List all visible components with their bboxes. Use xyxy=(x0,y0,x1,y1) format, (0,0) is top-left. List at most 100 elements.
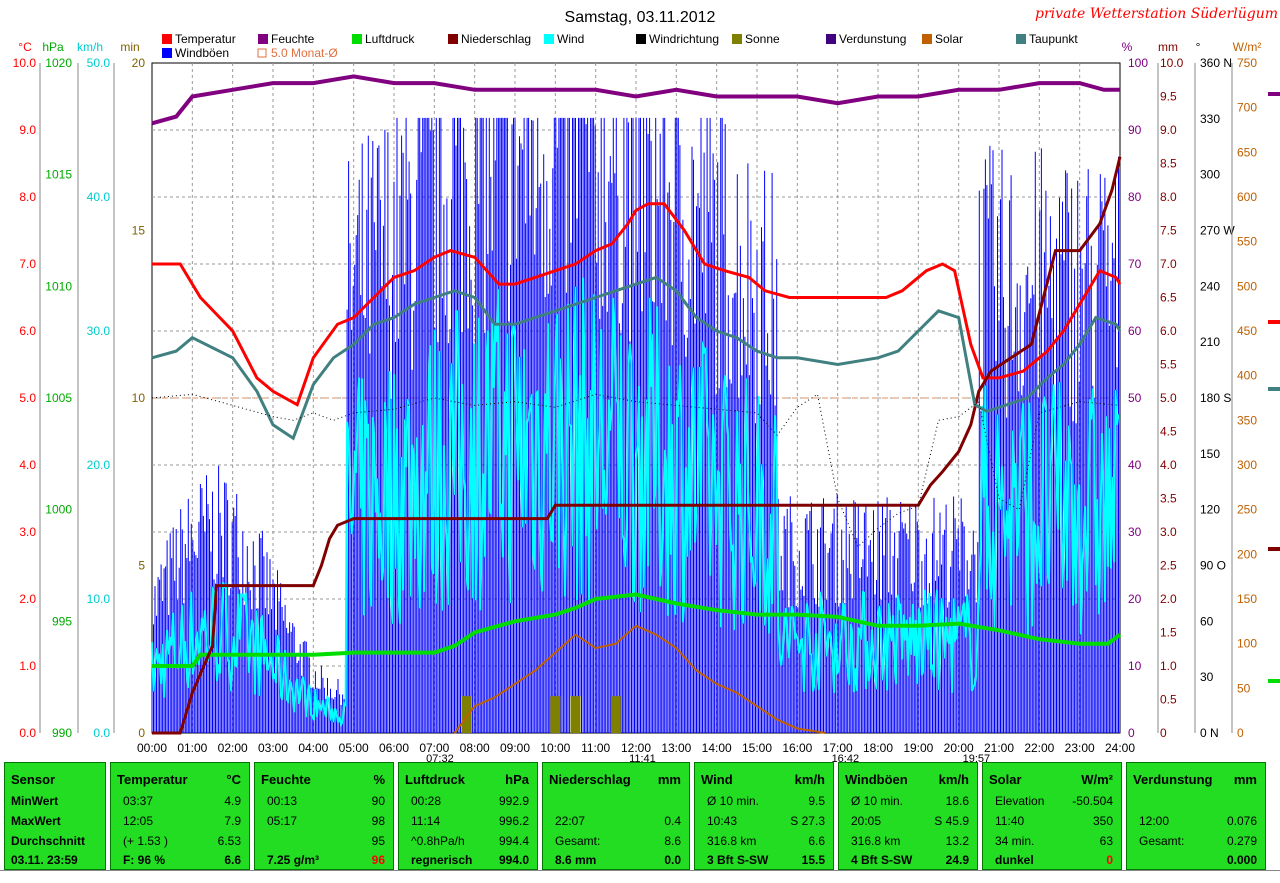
row-value: 0.076 xyxy=(1226,814,1257,828)
axis-tick-label: 2.0 xyxy=(19,592,36,606)
axis-tick-label: 04:00 xyxy=(298,741,328,755)
axis-tick-label: 150 xyxy=(1237,592,1257,606)
axis-tick-label: 5.5 xyxy=(1160,358,1177,372)
panel-luftdruck: Luftdruck hPa 00:28 992.9 11:14 996.2 ^0.8hPa/… xyxy=(398,762,538,870)
row-label: 34 min. xyxy=(995,834,1035,848)
axis-tick-label: 990 xyxy=(52,726,72,740)
legend-label: 5.0 Monat-Ø xyxy=(271,46,338,60)
legend-swatch xyxy=(162,34,172,44)
panel-title: Feuchte xyxy=(261,772,311,787)
axis-tick-label: 10 xyxy=(132,391,146,405)
panel-title: Wind xyxy=(701,772,733,787)
axis-tick-label: 360 N xyxy=(1200,56,1232,70)
axis-tick-label: 70 xyxy=(1128,257,1142,271)
row-label: ^0.8hPa/h xyxy=(411,834,465,848)
panel-feuchte: Feuchte% 00:13 90 05:17 98 95 7.25 g/m³ 96 xyxy=(254,762,394,870)
panel-unit: W/m² xyxy=(1081,772,1113,787)
row-label: 316.8 km xyxy=(851,834,901,848)
panel-title: Sensor xyxy=(11,772,56,787)
axis-tick-label: 0 N xyxy=(1200,726,1219,740)
axis-tick-label: 100 xyxy=(1128,56,1148,70)
row-value: S 45.9 xyxy=(934,814,969,828)
row-value: 24.9 xyxy=(945,853,969,867)
axis-tick-label: 50 xyxy=(1128,391,1142,405)
axis-tick-label: 10:00 xyxy=(540,741,570,755)
axis-tick-label: 3.0 xyxy=(19,525,36,539)
row-value: 8.6 xyxy=(664,834,681,848)
axis-tick-label: 8.0 xyxy=(19,190,36,204)
axis-tick-label: 22:00 xyxy=(1024,741,1054,755)
row-value: 7.9 xyxy=(224,814,241,828)
axis-unit: hPa xyxy=(42,40,64,54)
axis-tick-label: 05:00 xyxy=(339,741,369,755)
time-marker-label: 16:42 xyxy=(832,753,860,762)
axis-tick-label: 20 xyxy=(1128,592,1142,606)
series-niederschlag xyxy=(152,156,1122,735)
axis-tick-label: 01:00 xyxy=(177,741,207,755)
axis-tick-label: 40 xyxy=(1128,458,1142,472)
axis-unit: ° xyxy=(1196,40,1201,54)
row-value: 98 xyxy=(371,814,385,828)
row-label: regnerisch xyxy=(411,853,473,867)
axis-tick-label: 650 xyxy=(1237,145,1257,159)
panel-unit: hPa xyxy=(505,772,529,787)
chart-title: Samstag, 03.11.2012 xyxy=(565,9,716,26)
axis-tick-label: 4.0 xyxy=(19,458,36,472)
series-sonne-bar xyxy=(461,696,472,733)
axis-unit: km/h xyxy=(77,40,103,54)
panel-unit: °C xyxy=(226,772,241,787)
axis-unit: W/m² xyxy=(1233,40,1262,54)
row-value: 0 xyxy=(1106,853,1113,867)
row-value: 0.000 xyxy=(1226,853,1257,867)
row-label: 22:07 xyxy=(555,814,586,828)
axis-tick-label: 23:00 xyxy=(1065,741,1095,755)
row-label: 10:43 xyxy=(707,814,738,828)
axis-unit: °C xyxy=(18,40,32,54)
row-value: 350 xyxy=(1092,814,1113,828)
axis-tick-label: 17:00 xyxy=(823,741,853,755)
legend-label: Solar xyxy=(935,32,963,46)
series-sonne-bar xyxy=(550,696,561,733)
axis-tick-label: 00:00 xyxy=(137,741,167,755)
row-label: 00:13 xyxy=(267,794,298,808)
panel-niederschlag: Niederschlag mm 22:07 0.4 Gesamt: 8.6 8.6 mm 0.… xyxy=(542,762,690,870)
axis-tick-label: 0.5 xyxy=(1160,693,1177,707)
axis-tick-label: 50 xyxy=(1237,681,1251,695)
axis-tick-label: 20.0 xyxy=(87,458,111,472)
axis-tick-label: 07:00 xyxy=(419,741,449,755)
axis-tick-label: 350 xyxy=(1237,413,1257,427)
row-value: 0.4 xyxy=(664,814,681,828)
axis-tick-label: 18:00 xyxy=(863,741,893,755)
axis-tick-label: 3.5 xyxy=(1160,492,1177,506)
axis-tick-label: 13:00 xyxy=(661,741,691,755)
panel-title: Solar xyxy=(989,772,1022,787)
axis-tick-label: 5.0 xyxy=(19,391,36,405)
legend-label: Temperatur xyxy=(175,32,236,46)
axis-tick-label: 1.0 xyxy=(1160,659,1177,673)
row-label: 03:37 xyxy=(123,794,154,808)
time-marker-label: 07:32 xyxy=(426,753,454,762)
axis-tick-label: 300 xyxy=(1200,168,1220,182)
legend-swatch xyxy=(352,34,362,44)
axis-tick-label: 1020 xyxy=(45,56,72,70)
axis-tick-label: 270 W xyxy=(1200,224,1235,238)
axis-tick-label: 0 xyxy=(138,726,145,740)
series-luftdruck xyxy=(152,592,1122,668)
row-label: 3 Bft S-SW xyxy=(707,853,769,867)
legend-swatch xyxy=(922,34,932,44)
legend-label: Feuchte xyxy=(271,32,315,46)
axis-tick-label: 550 xyxy=(1237,235,1257,249)
axis-tick-label: 400 xyxy=(1237,369,1257,383)
row-label: 12:05 xyxy=(123,814,154,828)
axis-tick-label: 9.5 xyxy=(1160,90,1177,104)
row-value: 994.0 xyxy=(498,853,529,867)
panel-sensor: Sensor MinWert MaxWert Durchschnitt 03.1… xyxy=(4,762,106,870)
row-label: 7.25 g/m³ xyxy=(267,853,320,867)
row-label: 11:40 xyxy=(995,814,1025,828)
axis-tick-label: 1010 xyxy=(45,279,72,293)
legend-swatch xyxy=(257,48,267,58)
axis-tick-label: 1000 xyxy=(45,503,72,517)
series-sonne-bar xyxy=(610,696,621,733)
axis-tick-label: 120 xyxy=(1200,503,1220,517)
axis-tick-label: 240 xyxy=(1200,279,1220,293)
